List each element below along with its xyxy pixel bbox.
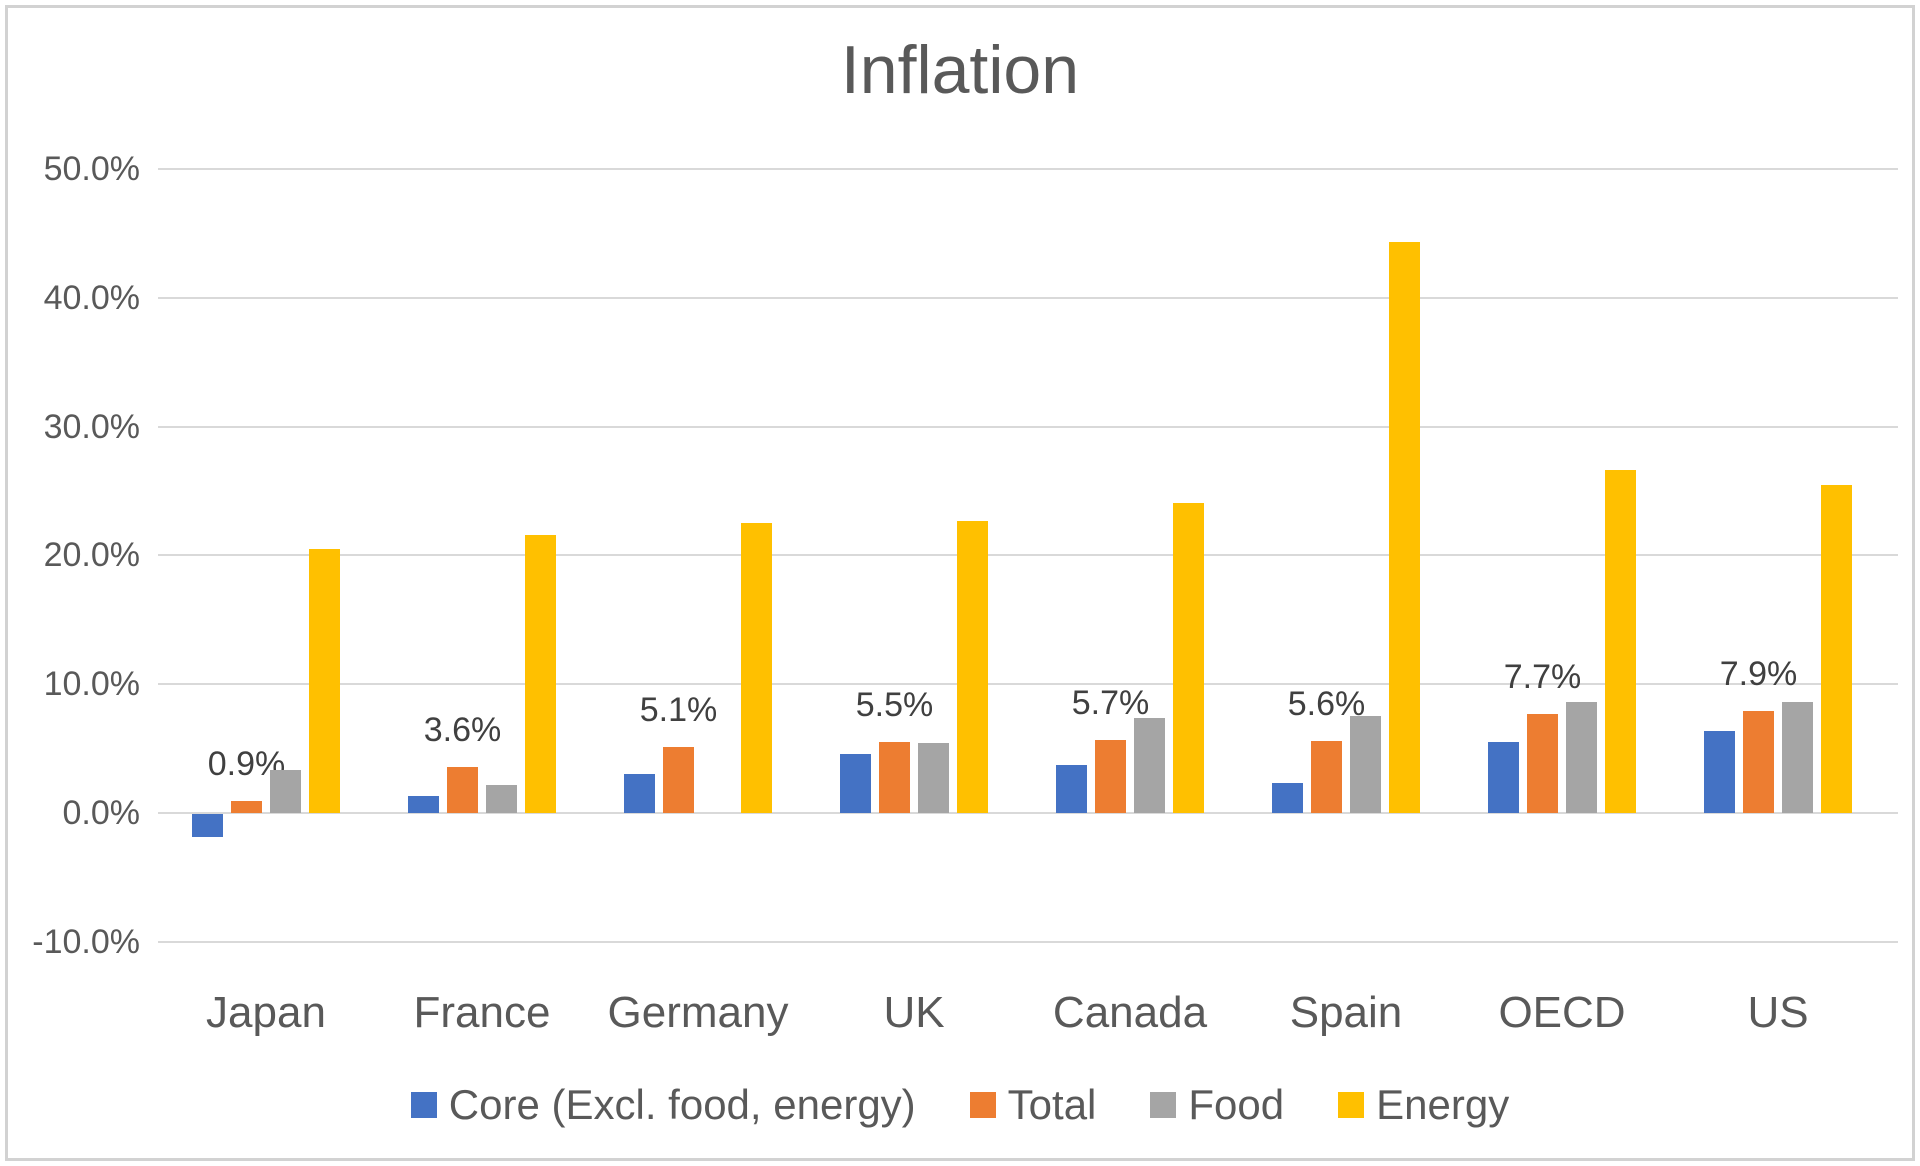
bar-total-germany <box>663 747 694 813</box>
gridline-50 <box>158 168 1898 170</box>
bar-food-spain <box>1350 716 1381 813</box>
bar-core-canada <box>1056 765 1087 813</box>
legend-label-total: Total <box>1007 1081 1097 1128</box>
bar-total-uk <box>879 742 910 813</box>
data-label-total-uk: 5.5% <box>855 686 934 725</box>
data-label-total-spain: 5.6% <box>1287 684 1366 723</box>
chart-title: Inflation <box>840 32 1080 108</box>
legend-swatch-energy <box>1338 1092 1365 1118</box>
bar-food-japan <box>270 770 301 813</box>
bar-core-spain <box>1272 783 1303 813</box>
legend-item-food: Food <box>1150 1077 1284 1133</box>
bar-total-spain <box>1311 740 1342 813</box>
legend-swatch-core <box>410 1092 437 1118</box>
gridline-30 <box>158 425 1898 428</box>
gridline-20 <box>158 554 1898 557</box>
y-axis-tick-label: 0.0% <box>62 794 141 832</box>
bar-total-oecd <box>1527 713 1558 813</box>
bar-core-oecd <box>1488 742 1519 813</box>
category-label-germany: Germany <box>607 988 789 1037</box>
bar-food-us <box>1782 702 1813 813</box>
chart-legend: Core (Excl. food, energy) Total Food Energy <box>0 1075 1920 1135</box>
y-axis-tick-label: -10.0% <box>32 922 140 961</box>
gridline-0 <box>158 812 1898 814</box>
bar-total-us <box>1743 711 1774 813</box>
bar-energy-us <box>1821 484 1852 813</box>
data-label-total-us: 7.9% <box>1719 655 1798 694</box>
bar-energy-japan <box>309 548 340 813</box>
bar-total-france <box>447 766 478 813</box>
bar-core-japan <box>192 814 223 838</box>
legend-item-core: Core (Excl. food, energy) <box>410 1077 916 1133</box>
data-label-total-oecd: 7.7% <box>1503 657 1582 696</box>
bar-energy-oecd <box>1605 470 1636 813</box>
bar-food-canada <box>1134 717 1165 813</box>
gridline-40 <box>158 296 1898 299</box>
y-axis-tick-label: 30.0% <box>43 407 140 446</box>
bar-energy-canada <box>1173 502 1204 813</box>
bar-food-uk <box>918 743 949 813</box>
y-axis-tick-label: 10.0% <box>43 665 140 704</box>
data-label-total-canada: 5.7% <box>1071 683 1150 722</box>
legend-label-core: Core (Excl. food, energy) <box>448 1081 916 1128</box>
category-label-japan: Japan <box>206 988 326 1037</box>
bar-core-uk <box>840 753 871 813</box>
legend-swatch-food <box>1150 1092 1177 1118</box>
category-label-us: US <box>1747 988 1809 1037</box>
y-axis-tick-label: 50.0% <box>43 150 140 188</box>
bar-core-us <box>1704 730 1735 813</box>
legend-label-energy: Energy <box>1376 1081 1510 1128</box>
bar-total-japan <box>231 801 262 813</box>
data-label-total-japan: 0.9% <box>207 745 286 784</box>
bar-total-canada <box>1095 739 1126 813</box>
bar-energy-france <box>525 534 556 813</box>
bar-core-germany <box>624 774 655 813</box>
bar-energy-spain <box>1389 242 1420 813</box>
y-axis-tick-label: 20.0% <box>43 536 140 575</box>
bar-energy-germany <box>741 523 772 813</box>
legend-item-total: Total <box>969 1077 1097 1133</box>
legend-item-energy: Energy <box>1338 1077 1509 1133</box>
y-axis-tick-label: 40.0% <box>43 278 140 317</box>
data-label-total-germany: 5.1% <box>639 691 718 730</box>
bar-food-oecd <box>1566 702 1597 813</box>
gridline--10 <box>158 940 1898 943</box>
category-label-spain: Spain <box>1289 988 1403 1037</box>
legend-label-food: Food <box>1188 1081 1285 1128</box>
gridline-10 <box>158 683 1898 686</box>
category-label-canada: Canada <box>1052 988 1208 1037</box>
category-label-uk: UK <box>883 988 945 1037</box>
legend-swatch-total <box>969 1092 996 1118</box>
bar-energy-uk <box>957 520 988 813</box>
data-label-total-france: 3.6% <box>423 710 502 749</box>
bar-core-france <box>408 796 439 813</box>
bar-food-france <box>486 784 517 813</box>
category-label-oecd: OECD <box>1498 988 1626 1037</box>
category-label-france: France <box>413 988 551 1037</box>
